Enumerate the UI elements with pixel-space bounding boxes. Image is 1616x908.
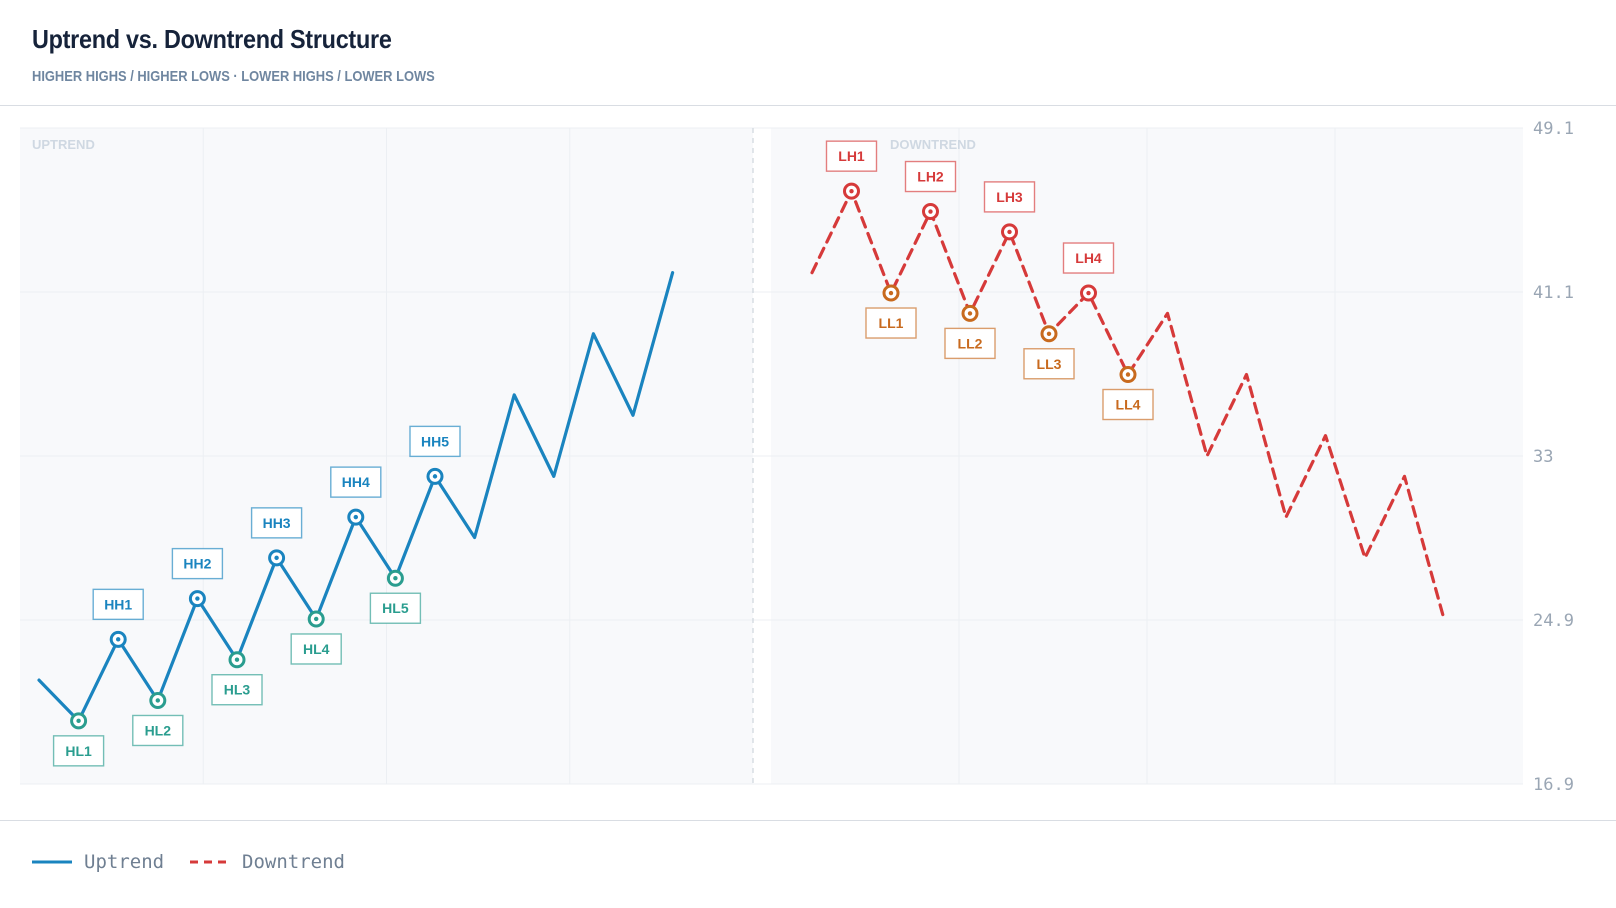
point-label-box-hh2: [171, 547, 224, 580]
point-label-box-hh4: [330, 466, 382, 498]
point-label-box-hh3: [250, 507, 303, 539]
point-label-hh5: HH5: [421, 433, 449, 449]
point-dot-hl3: [234, 657, 240, 662]
point-dot-lh4: [1086, 290, 1091, 296]
point-label-box-ll2: [944, 327, 996, 360]
point-label-ll4: LL4: [1116, 397, 1141, 413]
point-dot-hh2: [195, 596, 200, 601]
point-label-box-hl3: [211, 674, 263, 706]
point-dot-lh2: [928, 209, 933, 214]
legend-label-downtrend: Downtrend: [242, 851, 345, 873]
point-dot-ll1: [888, 290, 894, 296]
point-label-hh2: HH2: [183, 556, 211, 572]
point-label-box-hl1: [52, 735, 105, 767]
point-label-box-hl4: [290, 633, 342, 665]
point-label-hl1: HL1: [65, 743, 92, 759]
point-label-box-hh1: [92, 588, 144, 621]
legend-item-uptrend: Uptrend: [32, 851, 164, 873]
point-dot-ll2: [967, 311, 973, 316]
point-dot-hl2: [155, 698, 160, 703]
point-dot-lh1: [849, 188, 854, 194]
point-dot-hl4: [314, 616, 319, 622]
chart-header: Uptrend vs. Downtrend Structure HIGHER H…: [0, 0, 1616, 106]
y-tick-label: 24.9: [1533, 611, 1574, 631]
point-label-hl4: HL4: [303, 641, 330, 657]
legend-label-uptrend: Uptrend: [84, 851, 165, 873]
point-label-box-hl5: [369, 592, 422, 624]
legend-swatch-downtrend: [190, 860, 230, 864]
point-label-box-lh1: [825, 140, 878, 172]
point-label-hh3: HH3: [263, 515, 291, 531]
point-dot-ll4: [1125, 372, 1131, 377]
point-label-hl5: HL5: [382, 600, 409, 616]
point-dot-lh3: [1007, 229, 1012, 235]
point-label-lh2: LH2: [917, 169, 944, 185]
point-label-box-ll3: [1023, 348, 1075, 380]
point-label-hh4: HH4: [342, 474, 370, 490]
point-label-ll3: LL3: [1037, 356, 1062, 372]
legend-swatch-uptrend: [32, 860, 72, 864]
panel-label-downtrend: DOWNTREND: [890, 137, 976, 152]
y-tick-label: 49.1: [1533, 119, 1574, 139]
point-label-ll1: LL1: [879, 315, 904, 331]
point-dot-hh3: [274, 555, 279, 561]
point-label-box-hh5: [409, 425, 461, 458]
point-label-hh1: HH1: [104, 596, 132, 612]
point-label-box-ll1: [865, 307, 917, 339]
point-label-box-hl2: [132, 714, 184, 747]
legend-item-downtrend: Downtrend: [190, 851, 345, 873]
point-label-box-lh4: [1062, 242, 1115, 274]
point-label-box-lh3: [983, 181, 1036, 213]
point-dot-hh4: [353, 514, 358, 520]
point-label-box-lh2: [904, 160, 957, 193]
chart-title: Uptrend vs. Downtrend Structure: [32, 24, 392, 54]
y-tick-label: 16.9: [1533, 775, 1574, 795]
point-dot-hh1: [116, 637, 121, 642]
point-dot-hl1: [76, 718, 81, 724]
point-label-box-ll4: [1102, 388, 1154, 421]
point-label-ll2: LL2: [958, 335, 983, 351]
point-label-lh4: LH4: [1075, 250, 1102, 266]
legend: Uptrend Downtrend: [0, 820, 1616, 908]
chart-subtitle: HIGHER HIGHS / HIGHER LOWS · LOWER HIGHS…: [32, 68, 435, 85]
point-dot-hl5: [393, 576, 398, 581]
point-label-hl3: HL3: [224, 682, 251, 698]
point-label-hl2: HL2: [145, 722, 172, 738]
point-label-lh1: LH1: [838, 148, 865, 164]
point-dot-ll3: [1046, 331, 1052, 336]
panel-label-uptrend: UPTREND: [32, 137, 95, 152]
point-dot-hh5: [432, 474, 438, 479]
y-tick-label: 41.1: [1533, 283, 1574, 303]
y-tick-label: 33: [1533, 447, 1553, 467]
chart-canvas: 49.1 41.1 33 24.9 16.9 UPTREND DOWNTREND HL1 HH1…: [20, 119, 1574, 795]
point-label-lh3: LH3: [996, 189, 1023, 205]
